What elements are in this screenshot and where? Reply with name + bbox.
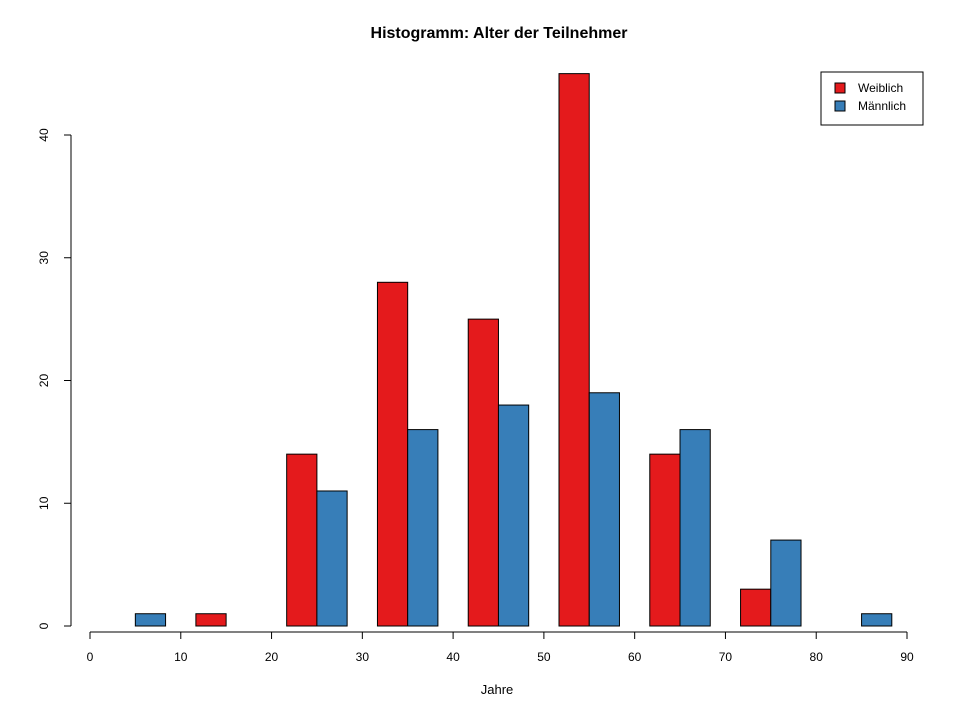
x-tick-label: 40 <box>446 650 460 664</box>
x-tick-label: 70 <box>719 650 733 664</box>
legend-label-weiblich: Weiblich <box>858 81 903 95</box>
x-tick-label: 90 <box>900 650 914 664</box>
bar-weiblich-70 <box>740 588 772 627</box>
bars-group <box>134 73 893 627</box>
legend-swatch-maennlich <box>834 100 846 112</box>
chart-title: Histogramm: Alter der Teilnehmer <box>371 25 628 42</box>
y-axis: 0 10 20 30 40 <box>37 128 72 629</box>
bar-weiblich-20 <box>286 453 318 627</box>
bar-maennlich-40 <box>497 404 530 627</box>
y-tick-label: 20 <box>37 374 51 388</box>
y-tick-label: 0 <box>37 622 51 629</box>
legend-label-maennlich: Männlich <box>858 99 906 113</box>
bar-weiblich-60 <box>649 453 681 627</box>
bar-weiblich-30 <box>376 281 409 627</box>
bar-weiblich-50 <box>558 73 590 627</box>
bar-weiblich-40 <box>467 318 499 627</box>
y-tick-label: 40 <box>37 128 51 142</box>
x-tick-label: 10 <box>174 650 188 664</box>
bar-weiblich-10 <box>195 613 227 627</box>
bar-maennlich-30 <box>407 429 439 627</box>
bar-maennlich-20 <box>316 490 348 627</box>
y-tick-label: 30 <box>37 251 51 265</box>
legend: Weiblich Männlich <box>820 71 924 126</box>
bar-maennlich-50 <box>588 392 620 627</box>
x-tick-label: 0 <box>87 650 94 664</box>
bar-maennlich-70 <box>770 539 802 627</box>
bar-maennlich-80 <box>861 613 893 627</box>
x-tick-label: 50 <box>537 650 551 664</box>
y-tick-label: 10 <box>37 496 51 510</box>
x-tick-label: 30 <box>356 650 370 664</box>
x-tick-label: 60 <box>628 650 642 664</box>
legend-box <box>820 71 924 126</box>
bar-maennlich-0 <box>134 613 167 627</box>
x-axis-label: Jahre <box>481 682 514 697</box>
x-tick-label: 80 <box>810 650 824 664</box>
x-tick-label: 20 <box>265 650 279 664</box>
x-axis: 0 10 20 30 40 50 60 70 80 90 <box>87 631 914 664</box>
bar-maennlich-60 <box>679 429 711 627</box>
legend-swatch-weiblich <box>834 82 846 94</box>
